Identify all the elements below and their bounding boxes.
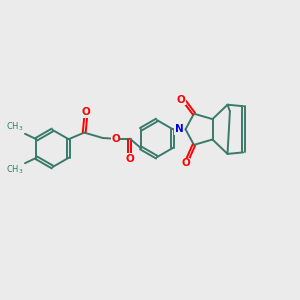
Text: CH$_3$: CH$_3$ bbox=[6, 121, 24, 133]
Text: O: O bbox=[81, 107, 90, 117]
Text: N: N bbox=[175, 124, 183, 134]
Text: CH$_3$: CH$_3$ bbox=[6, 164, 24, 176]
Text: O: O bbox=[181, 158, 190, 168]
Text: O: O bbox=[125, 154, 134, 164]
Text: O: O bbox=[111, 134, 120, 144]
Text: O: O bbox=[176, 95, 185, 105]
